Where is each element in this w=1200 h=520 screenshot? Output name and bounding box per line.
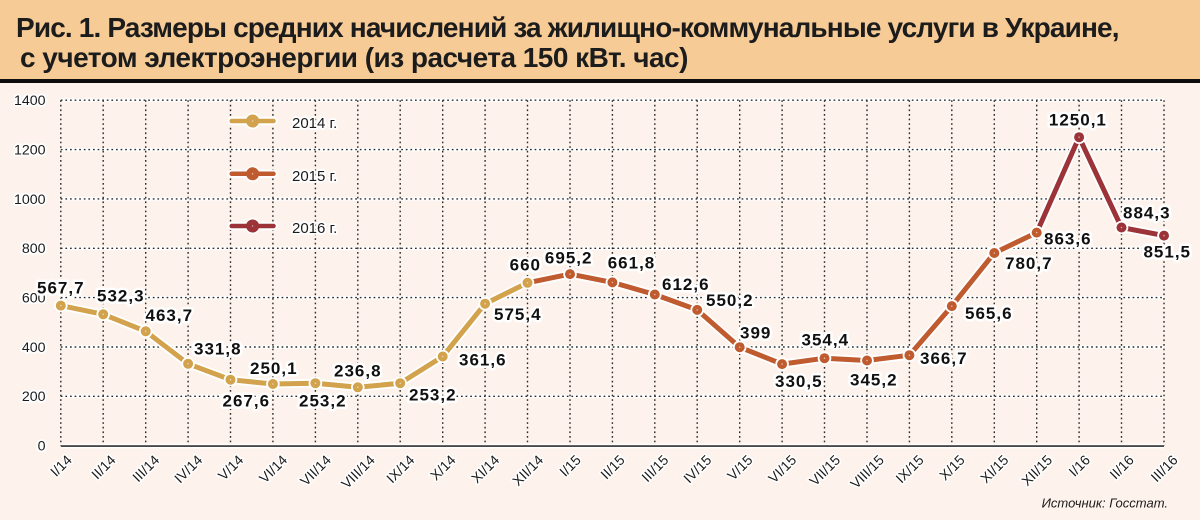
svg-text:884,3: 884,3 (1123, 204, 1171, 223)
svg-text:IV/15: IV/15 (680, 452, 715, 487)
svg-text:XI/14: XI/14 (468, 452, 503, 487)
svg-text:331,8: 331,8 (194, 339, 242, 358)
svg-text:236,8: 236,8 (334, 361, 382, 380)
svg-text:851,5: 851,5 (1143, 242, 1191, 261)
svg-text:I/15: I/15 (556, 452, 584, 480)
svg-text:I/14: I/14 (47, 452, 75, 480)
svg-text:IX/15: IX/15 (892, 452, 927, 487)
svg-text:VI/14: VI/14 (256, 452, 291, 487)
svg-text:Источник: Госстат.: Источник: Госстат. (1042, 495, 1168, 510)
svg-text:VIII/14: VIII/14 (338, 452, 378, 492)
svg-text:612,6: 612,6 (662, 275, 710, 294)
svg-text:463,7: 463,7 (146, 306, 194, 325)
svg-text:III/15: III/15 (638, 452, 671, 485)
svg-text:XI/15: XI/15 (977, 452, 1012, 487)
svg-text:VI/15: VI/15 (765, 452, 800, 487)
svg-text:V/14: V/14 (215, 452, 247, 484)
svg-text:1250,1: 1250,1 (1049, 110, 1107, 129)
svg-text:0: 0 (38, 439, 46, 455)
svg-text:IX/14: IX/14 (383, 452, 418, 487)
svg-text:II/16: II/16 (1106, 452, 1137, 483)
svg-text:863,6: 863,6 (1044, 230, 1092, 249)
svg-text:366,7: 366,7 (920, 349, 968, 368)
svg-text:VII/14: VII/14 (297, 452, 334, 489)
svg-text:354,4: 354,4 (802, 331, 850, 350)
svg-text:253,2: 253,2 (409, 386, 457, 405)
svg-text:361,6: 361,6 (459, 351, 507, 370)
svg-text:330,5: 330,5 (775, 372, 823, 391)
svg-text:III/16: III/16 (1147, 452, 1180, 485)
svg-text:2015 г.: 2015 г. (292, 168, 337, 185)
svg-text:267,6: 267,6 (223, 391, 271, 410)
svg-text:661,8: 661,8 (608, 254, 656, 273)
svg-text:800: 800 (22, 241, 46, 257)
svg-text:X/14: X/14 (427, 452, 459, 484)
svg-text:780,7: 780,7 (1005, 254, 1053, 273)
svg-text:345,2: 345,2 (850, 370, 898, 389)
svg-text:565,6: 565,6 (965, 304, 1013, 323)
svg-text:XII/15: XII/15 (1018, 452, 1055, 489)
svg-text:2014 г.: 2014 г. (292, 115, 337, 132)
svg-text:I/16: I/16 (1065, 452, 1093, 480)
svg-text:532,3: 532,3 (97, 287, 145, 306)
svg-text:XII/14: XII/14 (509, 452, 546, 489)
svg-text:695,2: 695,2 (545, 249, 593, 268)
svg-text:II/15: II/15 (597, 452, 628, 483)
svg-text:2016 г.: 2016 г. (292, 220, 337, 237)
svg-text:200: 200 (22, 389, 46, 405)
svg-text:600: 600 (22, 291, 46, 307)
svg-text:1400: 1400 (14, 93, 46, 109)
svg-text:567,7: 567,7 (37, 278, 85, 297)
svg-text:1000: 1000 (14, 192, 46, 208)
svg-text:660: 660 (510, 256, 541, 275)
svg-text:1200: 1200 (14, 143, 46, 159)
svg-text:IV/14: IV/14 (171, 452, 206, 487)
svg-text:III/14: III/14 (129, 452, 162, 485)
svg-text:399: 399 (740, 324, 771, 343)
svg-text:VII/15: VII/15 (806, 452, 843, 489)
svg-text:250,1: 250,1 (250, 359, 298, 378)
svg-text:II/14: II/14 (88, 452, 119, 483)
svg-text:X/15: X/15 (936, 452, 968, 484)
svg-text:VIII/15: VIII/15 (847, 452, 887, 492)
svg-text:575,4: 575,4 (494, 305, 542, 324)
svg-text:253,2: 253,2 (299, 391, 347, 410)
svg-text:400: 400 (22, 340, 46, 356)
svg-text:550,2: 550,2 (706, 291, 754, 310)
svg-text:V/15: V/15 (724, 452, 756, 484)
